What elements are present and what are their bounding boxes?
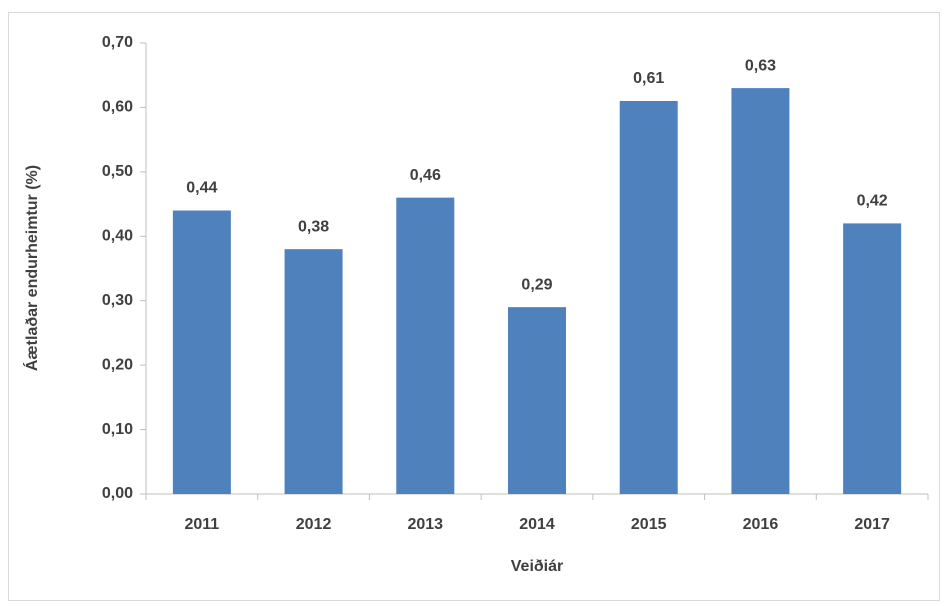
x-tick-label: 2014 xyxy=(519,516,555,533)
value-label: 0,46 xyxy=(410,167,441,184)
x-tick-label: 2013 xyxy=(407,516,443,533)
value-label: 0,38 xyxy=(298,218,329,235)
bar xyxy=(619,100,678,494)
value-label: 0,61 xyxy=(633,70,664,87)
y-tick-label: 0,10 xyxy=(102,421,133,438)
bar xyxy=(172,210,231,494)
y-tick-label: 0,30 xyxy=(102,292,133,309)
x-axis-title: Veiðiár xyxy=(511,558,563,575)
value-label: 0,42 xyxy=(857,193,888,210)
x-tick-label: 2012 xyxy=(296,516,332,533)
y-tick-label: 0,40 xyxy=(102,228,133,245)
x-tick-label: 2016 xyxy=(743,516,779,533)
value-label: 0,29 xyxy=(521,276,552,293)
x-tick-label: 2015 xyxy=(631,516,667,533)
value-label: 0,63 xyxy=(745,57,776,74)
bar xyxy=(843,223,902,494)
x-tick-label: 2017 xyxy=(854,516,890,533)
bar xyxy=(508,307,566,494)
bar xyxy=(396,197,455,494)
y-tick-label: 0,50 xyxy=(102,163,133,180)
y-axis-title: Áætlaðar endurheimtur (%) xyxy=(22,165,41,371)
x-tick-label: 2011 xyxy=(184,516,219,533)
chart-border xyxy=(8,12,940,601)
value-label: 0,44 xyxy=(186,180,217,197)
bar xyxy=(284,249,343,494)
y-tick-label: 0,00 xyxy=(102,485,133,502)
y-tick-label: 0,20 xyxy=(102,356,133,373)
y-tick-label: 0,60 xyxy=(102,99,133,116)
bar xyxy=(731,88,790,494)
y-tick-label: 0,70 xyxy=(102,34,133,51)
